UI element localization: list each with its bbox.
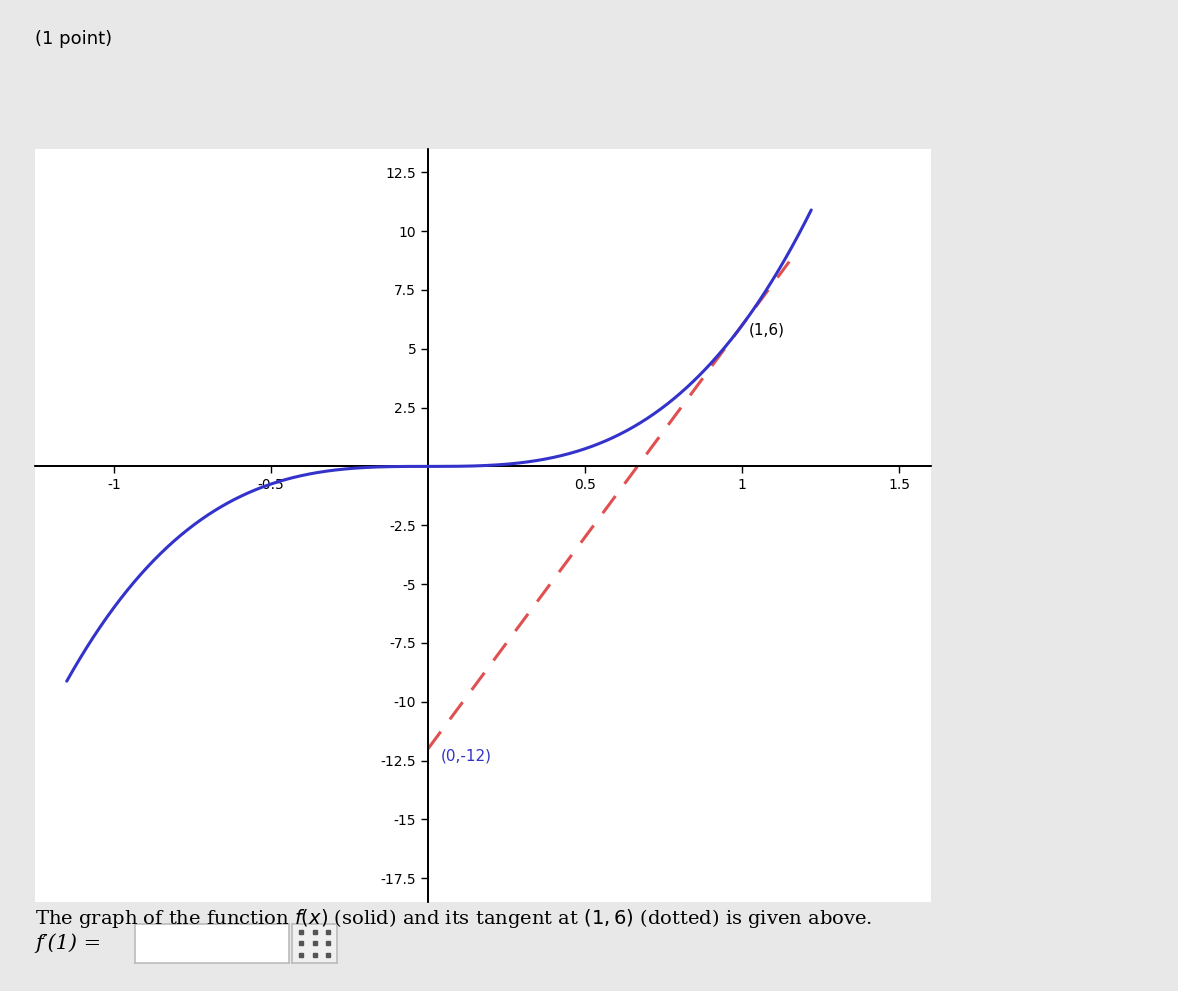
- Text: f′(1) =: f′(1) =: [35, 934, 101, 953]
- Text: (1,6): (1,6): [748, 323, 785, 338]
- Text: (0,-12): (0,-12): [441, 748, 491, 764]
- Text: The graph of the function $f(x)$ (solid) and its tangent at $(1, 6)$ (dotted) is: The graph of the function $f(x)$ (solid)…: [35, 907, 873, 930]
- Text: (1 point): (1 point): [35, 30, 112, 48]
